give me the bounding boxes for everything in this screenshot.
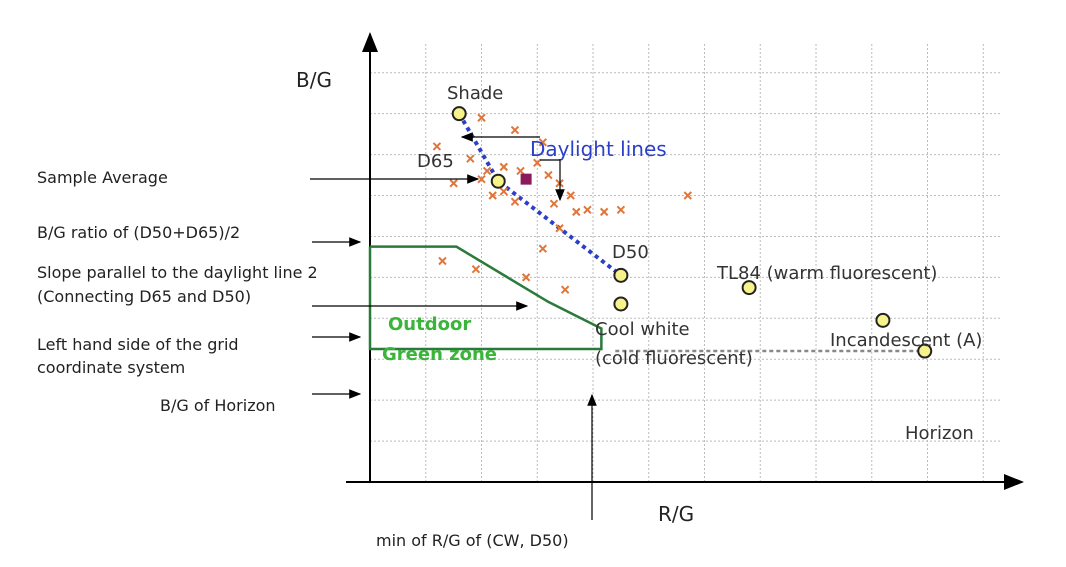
label-cool-white: Cool white bbox=[595, 319, 690, 340]
x-axis-label: R/G bbox=[658, 502, 694, 526]
illuminant-point bbox=[741, 280, 757, 296]
label-cool-white-sub: (cold fluorescent) bbox=[595, 348, 753, 369]
sample-marker bbox=[499, 162, 509, 172]
sample-marker bbox=[510, 197, 520, 206]
label-daylight-lines: Daylight lines bbox=[530, 137, 667, 161]
label-d65: D65 bbox=[417, 151, 454, 172]
label-shade: Shade bbox=[447, 83, 503, 104]
outdoor-zone-label-line1: Outdoor bbox=[388, 314, 471, 335]
sample-marker bbox=[488, 191, 497, 200]
outdoor-zone-label-line2: Green zone bbox=[382, 344, 497, 365]
label-d50: D50 bbox=[612, 242, 649, 263]
left-label-bg-horizon: B/G of Horizon bbox=[160, 396, 276, 415]
sample-marker bbox=[521, 273, 531, 282]
sample-marker bbox=[544, 170, 553, 180]
sample-marker bbox=[616, 205, 626, 215]
outdoor-green-zone-boundary bbox=[368, 245, 603, 351]
label-min-rg: min of R/G of (CW, D50) bbox=[376, 531, 569, 550]
left-label-slope-2: (Connecting D65 and D50) bbox=[37, 287, 251, 306]
sample-marker bbox=[466, 154, 475, 163]
label-tl84: TL84 (warm fluorescent) bbox=[716, 263, 937, 284]
illuminant-point bbox=[451, 106, 467, 122]
sample-marker bbox=[432, 142, 442, 151]
sample-marker bbox=[471, 264, 481, 274]
left-label-left-hand-2: coordinate system bbox=[37, 358, 185, 377]
grid-lines bbox=[370, 44, 1000, 482]
left-label-bg-ratio: B/G ratio of (D50+D65)/2 bbox=[37, 223, 240, 242]
sample-marker bbox=[599, 207, 609, 217]
sample-marker bbox=[499, 187, 509, 196]
daylight-lines-arrow-down bbox=[540, 159, 565, 202]
sample-marker bbox=[538, 244, 548, 253]
sample-marker bbox=[449, 179, 458, 188]
sample-marker bbox=[510, 125, 520, 135]
sample-marker bbox=[555, 224, 564, 233]
sample-points bbox=[432, 113, 692, 294]
illuminant-point bbox=[875, 312, 891, 328]
sample-marker bbox=[438, 256, 447, 266]
sample-marker bbox=[566, 191, 575, 200]
illuminant-point bbox=[917, 343, 933, 359]
sample-marker bbox=[482, 166, 492, 176]
left-label-left-hand-1: Left hand side of the grid bbox=[37, 335, 239, 354]
left-label-slope-1: Slope parallel to the daylight line 2 bbox=[37, 263, 318, 282]
sample-marker bbox=[533, 158, 542, 167]
sample-marker bbox=[538, 138, 548, 147]
sample-marker bbox=[560, 285, 570, 294]
sample-marker bbox=[583, 205, 592, 215]
y-axis-label: B/G bbox=[296, 68, 332, 92]
sample-marker bbox=[516, 166, 525, 176]
illuminant-point bbox=[490, 173, 506, 189]
sample-marker bbox=[683, 191, 692, 200]
label-horizon: Horizon bbox=[905, 423, 974, 444]
illuminant-point bbox=[613, 267, 629, 283]
label-incandescent: Incandescent (A) bbox=[830, 330, 982, 351]
sample-marker bbox=[572, 207, 581, 217]
illuminant-point bbox=[613, 296, 629, 312]
left-label-sample-average: Sample Average bbox=[37, 168, 168, 187]
sample-marker bbox=[549, 199, 559, 208]
sample-average-marker bbox=[520, 173, 532, 185]
sample-marker bbox=[477, 113, 486, 122]
illuminant-points bbox=[451, 106, 933, 359]
